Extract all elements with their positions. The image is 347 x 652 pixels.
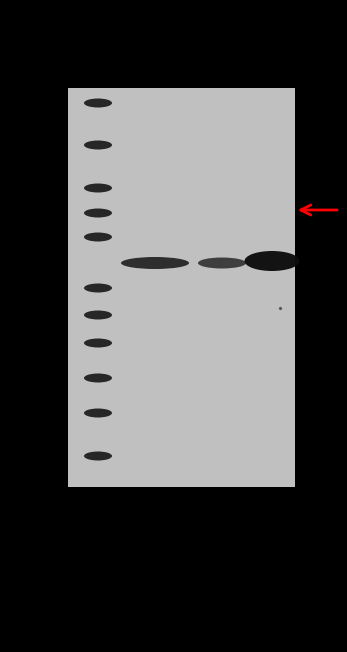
Ellipse shape xyxy=(245,251,299,271)
Ellipse shape xyxy=(84,310,112,319)
Bar xyxy=(68,408,295,487)
Ellipse shape xyxy=(121,257,189,269)
Ellipse shape xyxy=(84,183,112,192)
Ellipse shape xyxy=(84,338,112,348)
Bar xyxy=(68,248,295,327)
Ellipse shape xyxy=(84,140,112,149)
Ellipse shape xyxy=(84,451,112,460)
Ellipse shape xyxy=(84,209,112,218)
Bar xyxy=(68,168,295,248)
Ellipse shape xyxy=(84,233,112,241)
Ellipse shape xyxy=(84,98,112,108)
Ellipse shape xyxy=(84,374,112,383)
Point xyxy=(277,303,283,313)
Ellipse shape xyxy=(84,409,112,417)
Bar xyxy=(68,88,295,487)
Bar xyxy=(68,88,295,168)
Ellipse shape xyxy=(198,258,246,269)
Bar xyxy=(68,327,295,408)
Ellipse shape xyxy=(84,284,112,293)
